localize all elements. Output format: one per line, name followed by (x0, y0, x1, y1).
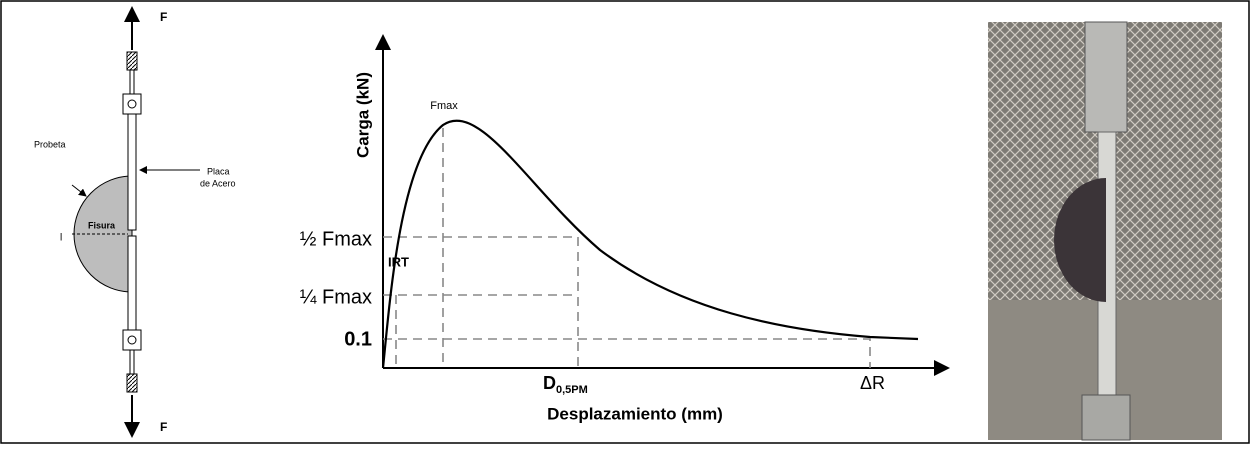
crack-label: Fisura (88, 220, 116, 230)
length-label: l (60, 233, 62, 244)
specimen-label: Probeta (34, 139, 66, 149)
photo (988, 21, 1222, 441)
load-curve (381, 119, 919, 369)
peak-label: Fmax (430, 100, 458, 112)
graph (375, 34, 950, 376)
force-label: F (160, 420, 167, 434)
level-label: ¼ Fmax (300, 286, 372, 308)
end-label: ΔR (860, 373, 885, 393)
x-axis-label: Desplazamiento (mm) (547, 404, 723, 423)
force-label: F (160, 10, 167, 24)
displacement-subscript: 0,5PM (556, 384, 588, 396)
plate-label: de Acero (200, 178, 236, 188)
plate-label: Placa (207, 166, 230, 176)
level-label: ½ Fmax (300, 228, 372, 250)
y-axis-label: Carga (kN) (353, 72, 372, 158)
displacement-label: D (543, 373, 556, 393)
slope-label: IRT (388, 254, 409, 269)
level-label: 0.1 (344, 328, 372, 350)
specimen-sketch (71, 6, 200, 438)
